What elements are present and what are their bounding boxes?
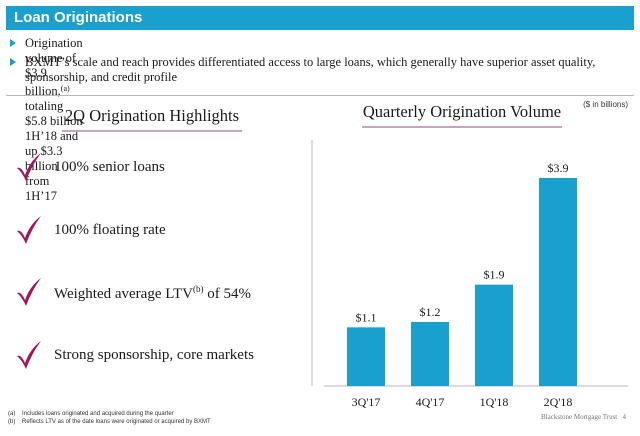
data-label-3: $3.9 [548,161,569,175]
data-label-1: $1.2 [420,305,441,319]
checkmark-icon [17,216,41,244]
highlight-text: 100% senior loans [54,159,165,175]
bar-2 [475,284,513,386]
bullet-text: Origination volume of $3.9 billion,(a) t… [25,36,83,204]
triangle-bullet-icon [10,58,16,66]
highlights-title-text: 2Q Origination Highlights [64,106,240,125]
data-label-2: $1.9 [484,268,505,282]
chart-title: Quarterly Origination Volume [362,102,562,128]
bar-1 [411,322,449,386]
x-tick-label-3: 2Q'18 [544,395,573,409]
footnote-key: (a) [8,411,16,417]
brand-name: Blackstone Mortgage Trust [541,413,618,421]
highlight-text-part: Weighted average LTV [54,286,194,302]
footnote-text: Reflects LTV as of the date loans were o… [22,419,211,425]
title-underline [62,130,242,132]
x-tick-label-0: 3Q'17 [352,395,381,409]
bar-3 [539,178,577,386]
footnote-key: (b) [8,419,16,425]
bullet-text: BXMT’s scale and reach provides differen… [25,55,596,84]
footnote-ref-b: (b) [193,284,204,294]
origination-bar-chart: $1.1 3Q'17 $1.2 4Q'17 $1.9 1Q'18 $3.9 2Q'18 [311,140,628,409]
highlight-text: Strong sponsorship, core markets [54,347,254,363]
units-label: ($ in billions) [583,100,628,109]
footnote-text: Includes loans originated and acquired d… [22,411,174,417]
title-underline [362,126,562,128]
title-bar: Loan Originations [6,6,634,30]
x-tick-label-1: 4Q'17 [416,395,445,409]
bullet-scale-reach: BXMT’s scale and reach provides differen… [10,55,635,89]
highlight-text-part: of 54% [203,286,252,302]
highlight-text: 100% floating rate [54,222,166,238]
triangle-bullet-icon [10,39,16,47]
bullet-text-part: totaling $5.8 billion 1H’18 and up $3.3 … [25,99,83,203]
checkmark-icon [17,278,41,306]
bullet-text-part: Origination volume of $3.9 billion, [25,36,83,98]
section-divider [6,95,634,96]
footer-brand: Blackstone Mortgage Trust 4 [541,413,626,421]
checkmark-icon [17,153,41,181]
bar-0 [347,327,385,386]
data-label-0: $1.1 [356,310,377,324]
bars-group: $1.1 3Q'17 $1.2 4Q'17 $1.9 1Q'18 $3.9 2Q'18 [347,161,577,409]
page-title: Loan Originations [14,9,143,26]
page-number: 4 [622,413,627,421]
highlights-title: 2Q Origination Highlights [62,106,242,132]
checkmark-icon [17,341,41,369]
footnote-ref-a: (a) [60,84,70,93]
x-tick-label-2: 1Q'18 [480,395,509,409]
highlight-text: Weighted average LTV(b) of 54% [54,284,251,303]
chart-title-text: Quarterly Origination Volume [362,102,562,121]
